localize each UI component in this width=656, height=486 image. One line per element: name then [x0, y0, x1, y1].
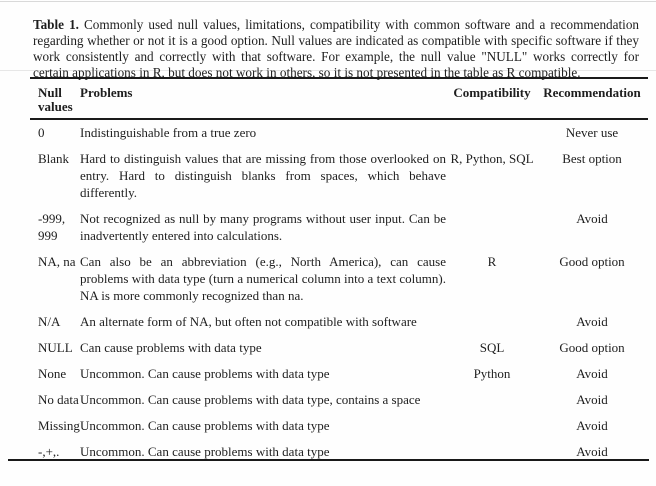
- table-row: NULL Can cause problems with data type S…: [30, 335, 648, 361]
- problems-cell: Not recognized as null by many programs …: [80, 211, 446, 243]
- column-header-null-values: Null values: [30, 78, 80, 120]
- table-row: 0 Indistinguishable from a true zero Nev…: [30, 119, 648, 146]
- table-caption-text: Commonly used null values, limitations, …: [33, 17, 640, 81]
- compatibility-cell: SQL: [479, 340, 505, 355]
- table-row: N/A An alternate form of NA, but often n…: [30, 309, 648, 335]
- table-bottom-rule: [8, 459, 649, 461]
- compatibility-cell: R, Python, SQL: [450, 151, 534, 166]
- problems-cell: Can cause problems with data type: [80, 340, 262, 355]
- table-row: None Uncommon. Can cause problems with d…: [30, 361, 648, 387]
- recommendation-cell: Avoid: [576, 392, 608, 407]
- table-row: No data Uncommon. Can cause problems wit…: [30, 387, 648, 413]
- recommendation-cell: Never use: [565, 125, 619, 140]
- null-values-table: Null values Problems Compatibility Recom…: [30, 77, 648, 465]
- recommendation-cell: Avoid: [576, 211, 608, 226]
- recommendation-cell: Avoid: [576, 314, 608, 329]
- problems-cell: Uncommon. Can cause problems with data t…: [80, 392, 421, 407]
- compatibility-cell: [448, 206, 536, 249]
- problems-cell: Can also be an abbreviation (e.g., North…: [80, 254, 446, 303]
- null-value-cell: None: [38, 366, 67, 381]
- table-row: NA, na Can also be an abbreviation (e.g.…: [30, 249, 648, 309]
- column-header-problems: Problems: [80, 78, 448, 120]
- problems-cell: Uncommon. Can cause problems with data t…: [80, 444, 330, 459]
- table-row: Missing Uncommon. Can cause problems wit…: [30, 413, 648, 439]
- table-body: 0 Indistinguishable from a true zero Nev…: [30, 119, 648, 465]
- null-value-cell: NULL: [38, 340, 73, 355]
- recommendation-cell: Avoid: [576, 418, 608, 433]
- table-header: Null values Problems Compatibility Recom…: [30, 78, 648, 120]
- recommendation-cell: Good option: [559, 254, 625, 269]
- table-caption-label: Table 1.: [33, 17, 79, 33]
- null-value-cell: 0: [38, 125, 45, 140]
- table-header-row: Null values Problems Compatibility Recom…: [30, 78, 648, 120]
- null-value-cell: N/A: [38, 314, 61, 329]
- column-header-recommendation: Recommendation: [536, 78, 648, 120]
- compatibility-cell: [448, 413, 536, 439]
- recommendation-cell: Good option: [559, 340, 625, 355]
- null-value-cell: No data: [38, 392, 79, 407]
- null-value-cell: Blank: [38, 151, 70, 166]
- recommendation-cell: Avoid: [576, 366, 608, 381]
- recommendation-cell: Best option: [562, 151, 622, 166]
- problems-cell: Uncommon. Can cause problems with data t…: [80, 366, 330, 381]
- compatibility-cell: [448, 119, 536, 146]
- compatibility-cell: [448, 309, 536, 335]
- compatibility-cell: [448, 439, 536, 465]
- table-row: -999, 999 Not recognized as null by many…: [30, 206, 648, 249]
- table-row: -,+,. Uncommon. Can cause problems with …: [30, 439, 648, 465]
- null-value-cell: Missing: [38, 418, 80, 433]
- problems-cell: An alternate form of NA, but often not c…: [80, 314, 417, 329]
- null-value-cell: -,+,.: [38, 444, 60, 459]
- scan-artifact-line-mid: [0, 70, 656, 71]
- column-header-compatibility: Compatibility: [448, 78, 536, 120]
- compatibility-cell: R: [487, 254, 497, 269]
- recommendation-cell: Avoid: [576, 444, 608, 459]
- table-caption: Table 1. Commonly used null values, limi…: [33, 17, 639, 81]
- problems-cell: Hard to distinguish values that are miss…: [80, 151, 446, 200]
- scan-artifact-line-top: [0, 1, 656, 2]
- null-value-cell: -999, 999: [38, 211, 66, 243]
- compatibility-cell: Python: [473, 366, 511, 381]
- table-row: Blank Hard to distinguish values that ar…: [30, 146, 648, 206]
- compatibility-cell: [448, 387, 536, 413]
- null-value-cell: NA, na: [38, 254, 76, 269]
- problems-cell: Indistinguishable from a true zero: [80, 125, 257, 140]
- problems-cell: Uncommon. Can cause problems with data t…: [80, 418, 330, 433]
